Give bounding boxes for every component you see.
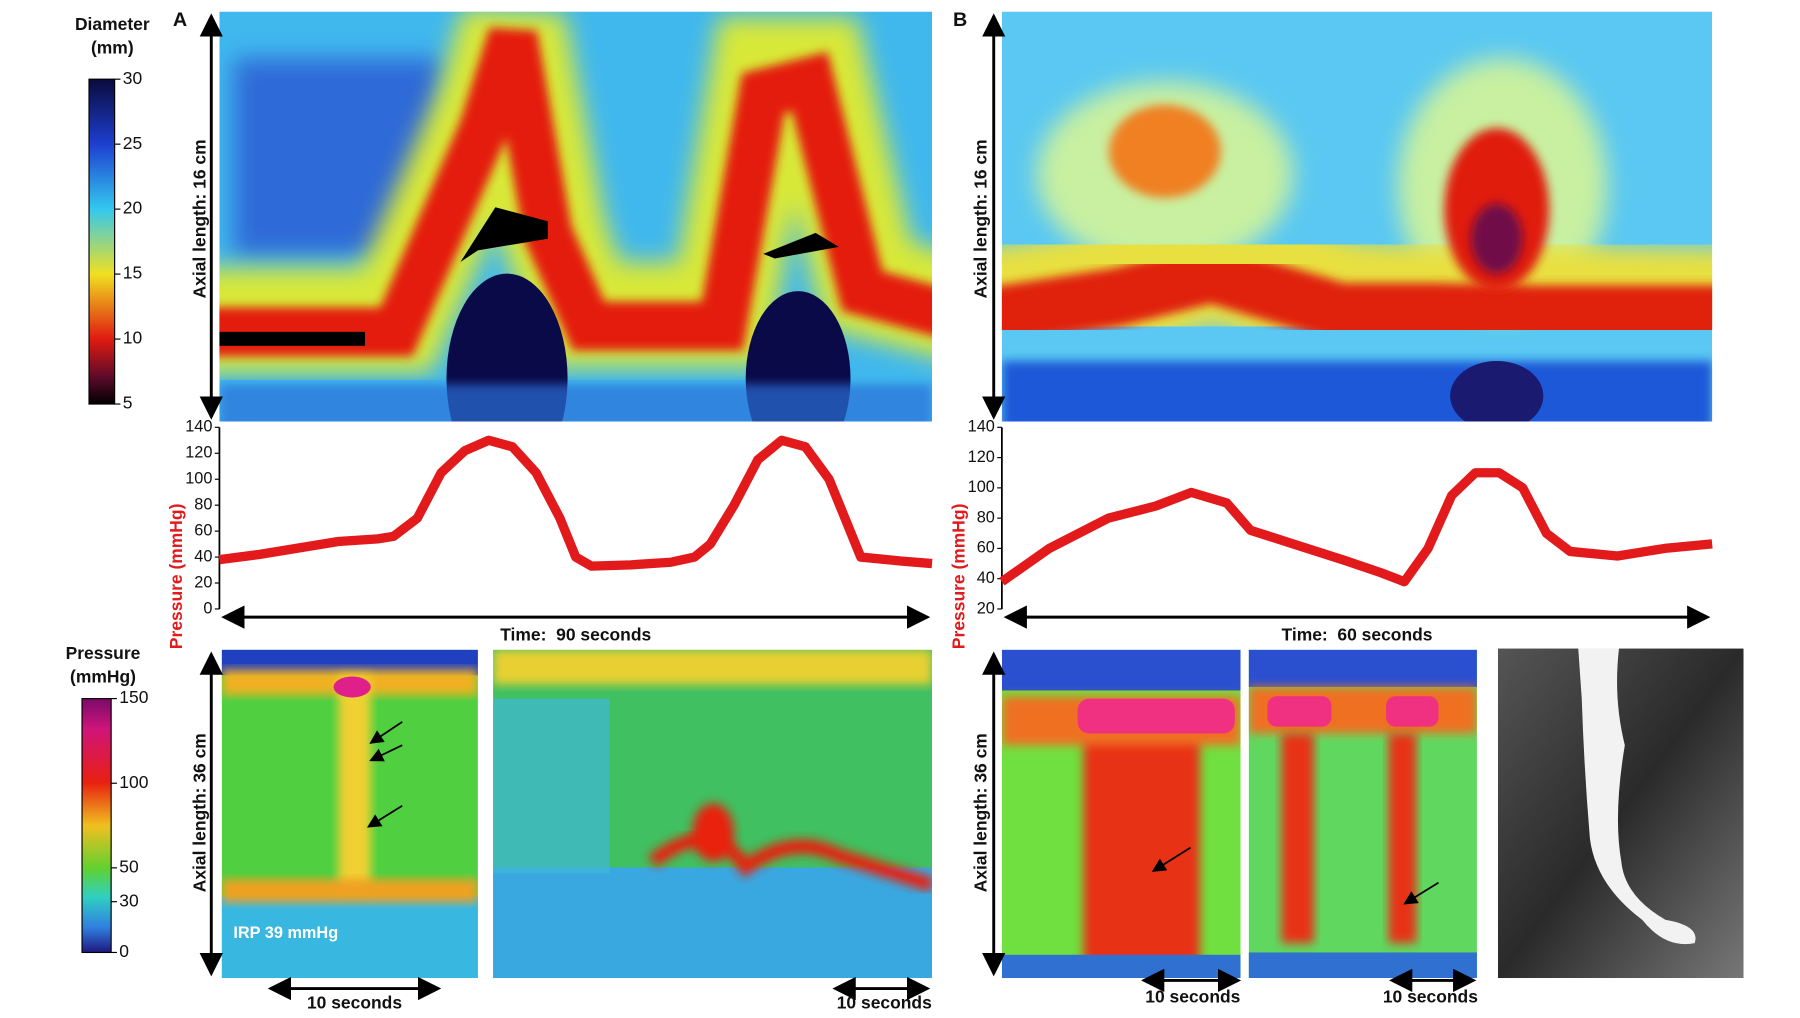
colorbar-title: (mm) (91, 38, 134, 58)
colorbar-tick-label: 0 (119, 941, 129, 961)
pressure-line (218, 435, 933, 571)
colorbar-diameter (88, 78, 116, 405)
xray-image (1497, 648, 1744, 979)
y-tick-label: 40 (977, 569, 995, 587)
scale-label: 10 seconds (1383, 986, 1478, 1006)
axis-label: Axial length: 36 cm (971, 733, 991, 892)
panel-label: B (953, 9, 967, 31)
hrm-plot-b2 (1248, 649, 1477, 979)
y-tick-label: 20 (977, 599, 995, 617)
axis-label: Axial length: 16 cm (971, 139, 991, 298)
colorbar-pressure (81, 698, 112, 954)
hrm-plot-a2 (493, 649, 933, 979)
colorbar-tick-label: 15 (123, 263, 142, 283)
colorbar-tick-label: 100 (119, 772, 148, 792)
scale-label: 10 seconds (307, 992, 402, 1012)
pressure-line (999, 468, 1713, 587)
x-axis-label: Time: 60 seconds (1282, 624, 1433, 644)
diameter-map-b (1001, 11, 1713, 422)
annotation: IRP 39 mmHg (233, 924, 338, 942)
y-tick-label: 100 (968, 478, 995, 496)
hrm-plot-b1 (1001, 649, 1241, 979)
colorbar-tick-label: 5 (123, 393, 133, 413)
colorbar-tick-label: 150 (119, 687, 148, 707)
diameter-map-a (219, 11, 933, 422)
colorbar-title: Diameter (75, 14, 150, 34)
axis-label: Axial length: 16 cm (189, 139, 209, 298)
y-axis-label: Pressure (mmHg) (949, 504, 969, 650)
hrm-plot-a1 (221, 649, 478, 979)
y-tick-label: 80 (977, 508, 995, 526)
colorbar-title: (mmHg) (70, 666, 136, 686)
y-tick-label: 120 (185, 444, 212, 462)
y-tick-label: 80 (194, 495, 212, 513)
annotation-arrows (366, 721, 1439, 905)
colorbar-tick-label: 20 (123, 198, 143, 218)
y-tick-label: 20 (194, 573, 212, 591)
colorbar-tick-label: 10 (123, 328, 143, 348)
panel-label: A (173, 9, 187, 31)
colorbar-tick-label: 50 (119, 856, 139, 876)
y-tick-label: 60 (977, 539, 995, 557)
axis-label: Axial length: 36 cm (189, 733, 209, 892)
colorbar-tick-label: 30 (123, 68, 143, 88)
scale-label: 10 seconds (1145, 986, 1240, 1006)
y-tick-label: 140 (185, 418, 212, 436)
x-axis-label: Time: 90 seconds (500, 624, 651, 644)
y-tick-label: 0 (203, 599, 212, 617)
axis-arrows (199, 13, 1711, 1001)
colorbar-title: Pressure (66, 643, 141, 663)
colorbar-tick-label: 30 (119, 890, 139, 910)
colorbar-tick-label: 25 (123, 133, 142, 153)
y-axis-label: Pressure (mmHg) (166, 504, 186, 650)
y-tick-label: 100 (185, 470, 212, 488)
y-tick-label: 60 (194, 521, 212, 539)
y-tick-label: 120 (968, 448, 995, 466)
scale-label: 10 seconds (837, 992, 932, 1012)
y-tick-label: 140 (968, 418, 995, 436)
y-tick-label: 40 (194, 547, 212, 565)
